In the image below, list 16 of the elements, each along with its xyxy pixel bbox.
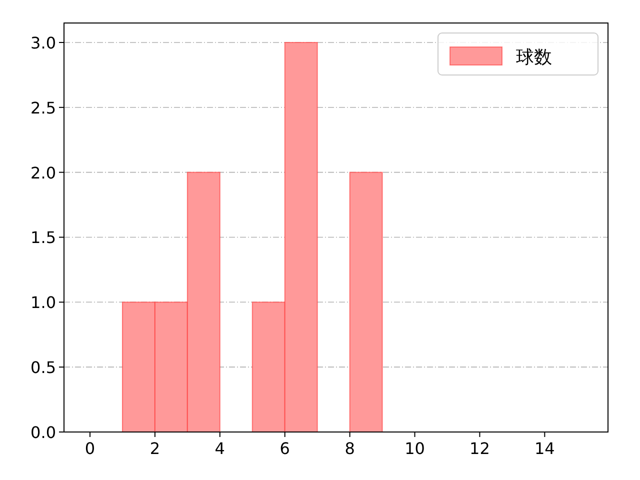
y-tick-label: 0.5 [30,358,56,378]
y-tick-label: 3.0 [30,33,56,52]
x-tick-label: 12 [470,439,490,458]
y-tick-label: 2.5 [30,98,56,118]
y-tick-label: 0.0 [30,423,56,442]
x-tick-label: 14 [534,439,555,458]
x-tick-label: 2 [150,439,160,458]
x-tick-label: 0 [84,439,96,458]
legend-label: 球数 [516,47,552,68]
x-tick-label: 6 [280,439,290,458]
x-tick-label: 4 [214,439,225,458]
x-tick-label: 10 [404,439,425,458]
y-tick-label: 2.0 [30,163,56,182]
y-tick-label: 1.5 [30,228,56,248]
y-tick-label: 1.0 [30,293,56,312]
x-tick-label: 8 [344,439,355,458]
